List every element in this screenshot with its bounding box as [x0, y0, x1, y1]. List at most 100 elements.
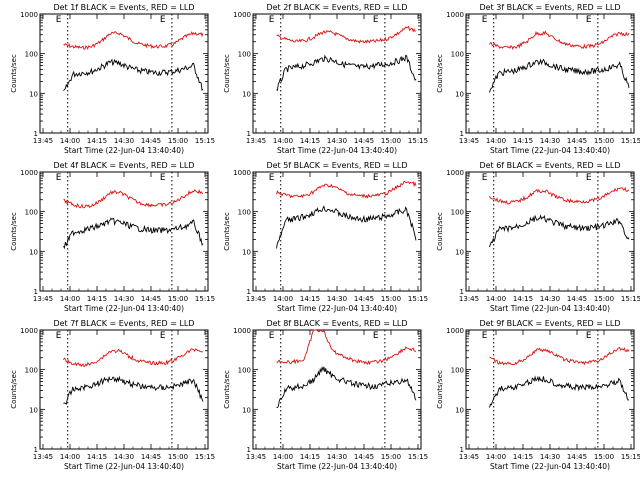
events-series-line	[63, 217, 204, 250]
plot-frame	[465, 171, 635, 292]
y-tick-label: 10	[242, 90, 251, 98]
y-axis-label: Counts/sec	[223, 370, 231, 409]
y-tick-label: 1000	[446, 327, 464, 335]
x-tick-label: 13:45	[246, 137, 266, 145]
event-marker-label: E	[56, 173, 62, 183]
y-tick-label: 1	[247, 446, 251, 454]
x-tick-label: 14:45	[567, 453, 587, 461]
event-marker-label: E	[586, 15, 592, 25]
lld-series-line	[276, 25, 417, 44]
y-tick-label: 10	[455, 90, 464, 98]
lld-series-line	[63, 31, 204, 50]
y-tick-label: 1000	[20, 327, 38, 335]
events-series-line	[276, 205, 417, 249]
events-series-line	[489, 214, 630, 248]
x-tick-label: 14:30	[114, 137, 134, 145]
plot-frame	[465, 13, 635, 134]
panel-title: Det 8f BLACK = Events, RED = LLD	[266, 319, 407, 328]
event-marker-label: E	[56, 15, 62, 25]
x-tick-label: 15:00	[594, 295, 614, 303]
x-tick-label: 15:00	[168, 453, 188, 461]
y-tick-label: 1000	[233, 169, 251, 177]
x-tick-label: 14:45	[354, 453, 374, 461]
y-tick-label: 100	[25, 367, 38, 375]
x-tick-label: 15:15	[195, 137, 215, 145]
plot-frame	[252, 171, 422, 292]
y-tick-label: 10	[242, 248, 251, 256]
x-tick-label: 15:15	[621, 295, 640, 303]
x-tick-label: 14:15	[87, 453, 107, 461]
plot-frame	[252, 13, 422, 134]
panel-title: Det 3f BLACK = Events, RED = LLD	[479, 3, 620, 12]
x-tick-label: 14:30	[114, 295, 134, 303]
event-marker-label: E	[160, 173, 166, 183]
x-tick-label: 14:00	[273, 453, 293, 461]
x-tick-label: 14:30	[540, 453, 560, 461]
y-tick-label: 100	[238, 209, 251, 217]
y-tick-label: 100	[238, 51, 251, 59]
y-axis-label: Counts/sec	[10, 54, 18, 93]
x-tick-label: 14:15	[87, 295, 107, 303]
plot-frame	[465, 329, 635, 450]
event-marker-label: E	[160, 15, 166, 25]
x-tick-label: 14:45	[567, 295, 587, 303]
x-tick-label: 14:15	[300, 295, 320, 303]
panel-title: Det 2f BLACK = Events, RED = LLD	[266, 3, 407, 12]
event-marker-label: E	[482, 331, 488, 341]
y-tick-label: 1000	[233, 11, 251, 19]
y-tick-label: 1000	[446, 169, 464, 177]
x-tick-label: 14:30	[114, 453, 134, 461]
x-tick-label: 13:45	[33, 137, 53, 145]
x-tick-label: 14:30	[327, 295, 347, 303]
x-tick-label: 14:00	[273, 137, 293, 145]
panel-title: Det 9f BLACK = Events, RED = LLD	[479, 319, 620, 328]
y-tick-label: 10	[455, 248, 464, 256]
plot-frame	[252, 329, 422, 450]
y-axis-label: Counts/sec	[436, 54, 444, 93]
x-tick-label: 14:15	[513, 295, 533, 303]
x-tick-label: 13:45	[459, 295, 479, 303]
x-tick-label: 14:30	[540, 295, 560, 303]
x-tick-label: 15:00	[381, 453, 401, 461]
event-marker-label: E	[269, 331, 275, 341]
event-marker-label: E	[373, 15, 379, 25]
x-tick-label: 14:00	[60, 137, 80, 145]
lld-series-line	[489, 30, 630, 50]
y-tick-label: 1000	[233, 327, 251, 335]
x-tick-label: 14:15	[87, 137, 107, 145]
x-tick-label: 14:00	[486, 453, 506, 461]
x-tick-label: 14:00	[486, 137, 506, 145]
x-axis-label: Start Time (22-Jun-04 13:40:40)	[64, 304, 184, 313]
x-axis-label: Start Time (22-Jun-04 13:40:40)	[490, 462, 610, 471]
y-tick-label: 100	[451, 51, 464, 59]
y-tick-label: 1	[460, 446, 464, 454]
y-axis-label: Counts/sec	[223, 54, 231, 93]
y-tick-label: 1000	[20, 11, 38, 19]
lld-series-line	[489, 346, 630, 366]
y-tick-label: 1000	[20, 169, 38, 177]
event-marker-label: E	[373, 173, 379, 183]
events-series-line	[489, 375, 630, 408]
x-tick-label: 15:15	[621, 137, 640, 145]
lld-series-line	[63, 348, 204, 368]
x-tick-label: 14:45	[354, 295, 374, 303]
x-tick-label: 15:00	[168, 295, 188, 303]
y-tick-label: 1	[247, 130, 251, 138]
lld-series-line	[276, 180, 417, 199]
x-tick-label: 13:45	[33, 453, 53, 461]
plot-frame	[39, 329, 209, 450]
y-tick-label: 10	[242, 406, 251, 414]
y-tick-label: 100	[238, 367, 251, 375]
panel-title: Det 4f BLACK = Events, RED = LLD	[53, 161, 194, 170]
event-marker-label: E	[586, 173, 592, 183]
panel-2: Det 2f BLACK = Events, RED = LLD 1 10 100 10…	[223, 3, 428, 155]
y-tick-label: 1	[34, 288, 38, 296]
lld-series-line	[489, 186, 630, 205]
x-tick-label: 14:45	[141, 295, 161, 303]
x-axis-label: Start Time (22-Jun-04 13:40:40)	[277, 462, 397, 471]
panel-3: Det 3f BLACK = Events, RED = LLD 1 10 100 10…	[436, 3, 640, 155]
x-tick-label: 15:15	[408, 295, 428, 303]
event-marker-label: E	[482, 173, 488, 183]
event-marker-label: E	[269, 15, 275, 25]
